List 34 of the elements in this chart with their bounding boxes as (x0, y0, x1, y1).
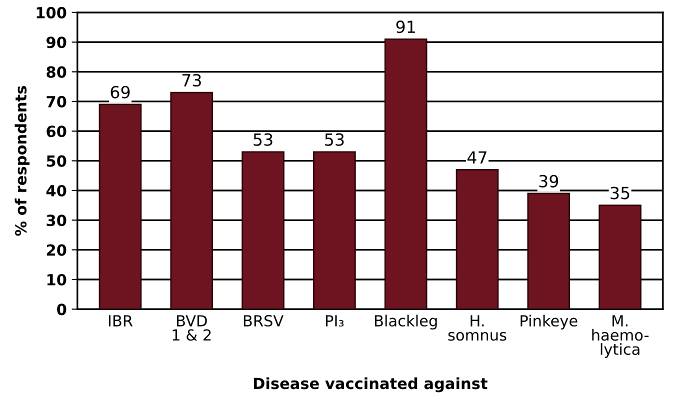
bar (170, 92, 214, 310)
bar (456, 169, 499, 310)
x-axis-title: Disease vaccinated against (254, 377, 488, 392)
y-tick-label: 90 (46, 36, 66, 48)
data-label: 73 (182, 74, 201, 87)
x-tick-label: BRSV (244, 315, 284, 327)
bar (242, 151, 284, 310)
x-tick-label: M. haemo- lytica (592, 315, 649, 358)
data-label: 47 (467, 151, 486, 164)
x-tick-label: Pinkeye (520, 314, 578, 330)
y-tick-label: 0 (57, 304, 66, 316)
y-tick-label: 50 (46, 155, 66, 167)
data-label: 91 (396, 20, 415, 34)
y-tick-label: 80 (46, 66, 66, 78)
y-tick-label: 70 (46, 96, 66, 108)
y-tick-label: 100 (36, 6, 66, 18)
data-label: 39 (539, 174, 558, 188)
y-tick-label: 60 (46, 126, 66, 138)
y-tick-label: 30 (46, 214, 66, 226)
x-tick-label: H. somnus (448, 315, 506, 341)
data-label: 35 (610, 186, 630, 200)
y-tick-label: 10 (47, 274, 66, 286)
bar (313, 151, 356, 310)
data-label: 53 (325, 133, 344, 146)
data-label: 53 (254, 133, 272, 146)
x-tick-label: PI₃ (326, 315, 344, 327)
data-label: 69 (110, 86, 130, 98)
x-tick-label: BVD 1 & 2 (172, 315, 211, 341)
y-tick-label: 20 (46, 244, 66, 256)
y-tick-label: 40 (46, 184, 66, 197)
x-tick-label: IBR (108, 315, 133, 326)
y-axis-title: % of respondents (14, 86, 30, 236)
x-tick-label: Blackleg (375, 314, 437, 330)
bar (598, 204, 642, 310)
